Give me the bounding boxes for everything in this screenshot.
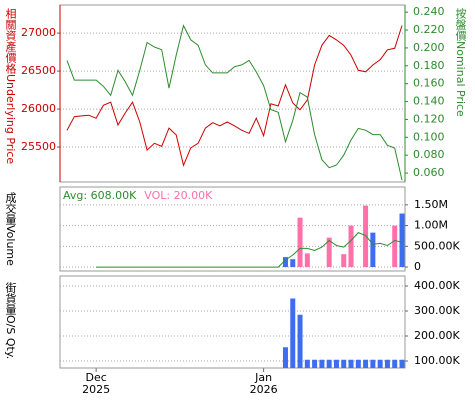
y-tick-label: 27000 bbox=[21, 26, 56, 39]
bar bbox=[392, 225, 398, 268]
y-tick-label: 300.00K bbox=[414, 304, 460, 317]
bar bbox=[282, 257, 288, 268]
y-axis-title: 相關資產價格Underlying Price bbox=[4, 8, 17, 165]
bar bbox=[326, 237, 332, 268]
legend-entry: VOL: 20.00K bbox=[144, 189, 213, 202]
bar bbox=[290, 259, 296, 268]
bar bbox=[341, 359, 347, 368]
y-tick-label: 26000 bbox=[21, 102, 56, 115]
bar bbox=[304, 359, 310, 368]
y2-tick-label: 0.180 bbox=[413, 59, 445, 72]
bar bbox=[341, 254, 347, 268]
y2-tick-label: 0.120 bbox=[413, 112, 445, 125]
plot-area bbox=[59, 186, 406, 272]
bar bbox=[377, 359, 383, 368]
bar bbox=[282, 347, 288, 368]
bar bbox=[370, 359, 376, 368]
bar bbox=[370, 232, 376, 268]
y2-axis-title: 按盤價Nominal Price bbox=[454, 8, 467, 117]
line bbox=[66, 25, 403, 167]
y-tick-label: 200.00K bbox=[414, 329, 460, 342]
bar bbox=[399, 359, 405, 368]
x-tick-label: Dec 2025 bbox=[82, 371, 111, 396]
y2-tick-label: 0.220 bbox=[413, 23, 445, 36]
bar bbox=[399, 213, 405, 268]
y-tick-label: 1.00M bbox=[414, 219, 448, 232]
bar bbox=[363, 205, 369, 268]
y-axis-title: 街貨量O/S Qty. bbox=[4, 282, 17, 360]
bar bbox=[326, 359, 332, 368]
y-tick-label: 500.00K bbox=[414, 239, 460, 252]
y-tick-label: 1.50M bbox=[414, 198, 448, 211]
y2-tick-label: 0.160 bbox=[413, 77, 445, 90]
plot-area bbox=[59, 4, 406, 183]
y-axis-title: 成交量Volume bbox=[4, 192, 17, 266]
y-tick-label: 25500 bbox=[21, 140, 56, 153]
bar bbox=[312, 359, 318, 368]
bar bbox=[363, 359, 369, 368]
line bbox=[66, 24, 403, 181]
y-tick-label: 0 bbox=[414, 260, 421, 273]
y2-tick-label: 0.100 bbox=[413, 130, 445, 143]
y2-tick-label: 0.140 bbox=[413, 95, 445, 108]
bar bbox=[348, 359, 354, 368]
plot-area bbox=[59, 275, 406, 369]
bar bbox=[384, 359, 390, 368]
bar bbox=[355, 359, 361, 368]
bar bbox=[304, 253, 310, 268]
legend-entry: Avg: 608.00K bbox=[63, 189, 137, 202]
bar bbox=[290, 298, 296, 368]
y-tick-label: 400.00K bbox=[414, 279, 460, 292]
y2-tick-label: 0.060 bbox=[413, 166, 445, 179]
y-tick-label: 26500 bbox=[21, 64, 56, 77]
y-tick-label: 100.00K bbox=[414, 354, 460, 367]
bar bbox=[297, 217, 303, 268]
line bbox=[96, 232, 403, 268]
y2-tick-label: 0.200 bbox=[413, 41, 445, 54]
bar bbox=[348, 225, 354, 268]
x-tick-label: Jan 2026 bbox=[249, 371, 278, 396]
y2-tick-label: 0.240 bbox=[413, 5, 445, 18]
bar bbox=[333, 359, 339, 368]
y2-tick-label: 0.080 bbox=[413, 148, 445, 161]
bar bbox=[297, 314, 303, 368]
bar bbox=[319, 359, 325, 368]
bar bbox=[392, 359, 398, 368]
